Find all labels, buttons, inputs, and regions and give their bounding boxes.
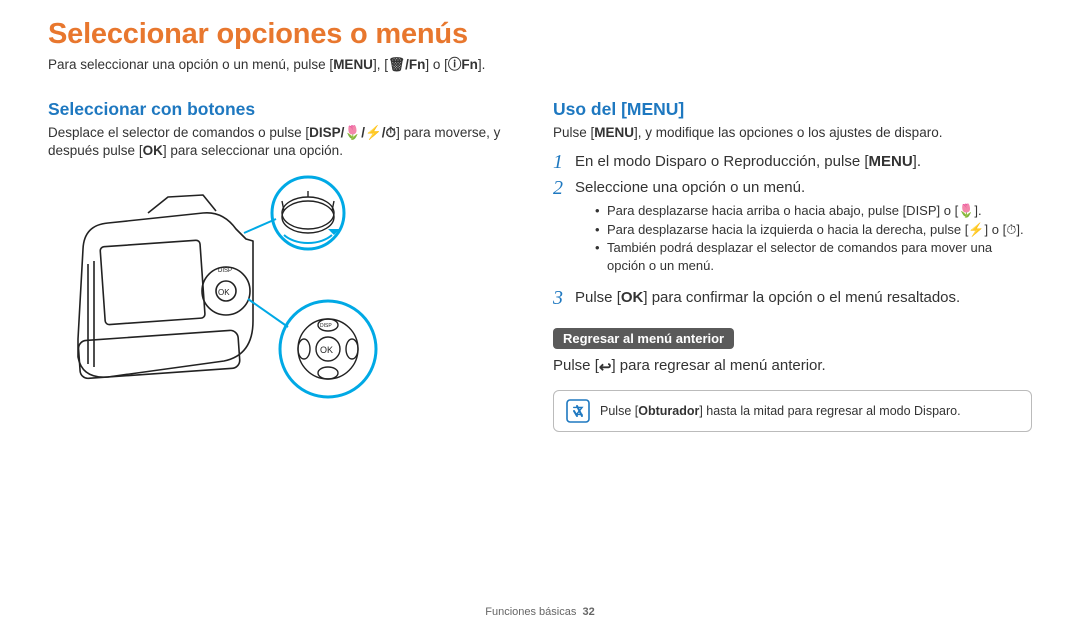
note-p1: Pulse [ xyxy=(600,404,638,418)
dpad-icons: DISP/🌷/⚡/⏱ xyxy=(309,125,396,140)
left-column: Seleccionar con botones Desplace el sele… xyxy=(48,99,523,434)
left-desc-p1: Desplace el selector de comandos o pulse… xyxy=(48,125,309,140)
svg-text:DISP: DISP xyxy=(320,323,332,329)
camera-illustration: OK DISP xyxy=(48,169,488,429)
note-info-icon xyxy=(566,399,590,423)
steps-list: En el modo Disparo o Reproducción, pulse… xyxy=(553,152,1032,309)
step2-bullets: Para desplazarse hacia arriba o hacia ab… xyxy=(595,202,1032,274)
intro-text: Para seleccionar una opción o un menú, p… xyxy=(48,53,1032,73)
svg-text:OK: OK xyxy=(320,345,333,355)
info-fn-icon: ⓘFn xyxy=(448,57,478,72)
step1-p1: En el modo Disparo o Reproducción, pulse… xyxy=(575,153,869,170)
bullet-3: También podrá desplazar el selector de c… xyxy=(595,239,1032,274)
right-desc-txt: Pulse [MENU], y modifique las opciones o… xyxy=(553,125,942,140)
ok-icon: OK xyxy=(621,289,644,306)
ok-icon: OK xyxy=(143,143,163,158)
step-3: Pulse [OK] para confirmar la opción o el… xyxy=(553,288,1032,308)
page-footer: Funciones básicas 32 xyxy=(0,606,1080,618)
intro-mid1: ], [ xyxy=(373,57,388,72)
step-2: Seleccione una opción o un menú. Para de… xyxy=(553,178,1032,282)
footer-section: Funciones básicas xyxy=(485,606,576,618)
note-p2: ] hasta la mitad para regresar al modo D… xyxy=(699,404,960,418)
trash-fn-icon: 🗑/Fn xyxy=(388,57,425,72)
page-title: Seleccionar opciones o menús xyxy=(48,18,1032,51)
left-desc: Desplace el selector de comandos o pulse… xyxy=(48,124,523,159)
note-box: Pulse [Obturador] hasta la mitad para re… xyxy=(553,390,1032,432)
menu-icon: MENU xyxy=(333,57,373,72)
step2-text: Seleccione una opción o un menú. xyxy=(575,179,805,196)
subheading-back: Regresar al menú anterior xyxy=(553,328,734,349)
right-column: Uso del [MENU] Pulse [MENU], y modifique… xyxy=(553,99,1032,434)
svg-text:DISP: DISP xyxy=(218,268,232,274)
bullet-1: Para desplazarse hacia arriba o hacia ab… xyxy=(595,202,1032,220)
back-p1: Pulse [ xyxy=(553,357,599,374)
intro-mid2: ] o [ xyxy=(425,57,448,72)
step-1: En el modo Disparo o Reproducción, pulse… xyxy=(553,152,1032,172)
menu-icon: MENU xyxy=(869,153,913,170)
svg-text:OK: OK xyxy=(218,288,230,297)
right-heading: Uso del [MENU] xyxy=(553,99,1032,120)
step3-p2: ] para confirmar la opción o el menú res… xyxy=(643,289,960,306)
back-p2: ] para regresar al menú anterior. xyxy=(611,357,825,374)
note-bold: Obturador xyxy=(638,404,699,418)
bullet-2: Para desplazarse hacia la izquierda o ha… xyxy=(595,221,1032,239)
intro-suffix: ]. xyxy=(478,57,486,72)
back-arrow-icon: ↩ xyxy=(599,358,612,376)
step1-p2: ]. xyxy=(913,153,921,170)
intro-prefix: Para seleccionar una opción o un menú, p… xyxy=(48,57,333,72)
note-text: Pulse [Obturador] hasta la mitad para re… xyxy=(600,404,961,418)
step3-p1: Pulse [ xyxy=(575,289,621,306)
left-heading: Seleccionar con botones xyxy=(48,99,523,120)
footer-page: 32 xyxy=(582,606,594,618)
right-desc: Pulse [MENU], y modifique las opciones o… xyxy=(553,124,1032,142)
left-desc-p3: ] para seleccionar una opción. xyxy=(163,143,343,158)
back-paragraph: Pulse [↩] para regresar al menú anterior… xyxy=(553,357,1032,376)
